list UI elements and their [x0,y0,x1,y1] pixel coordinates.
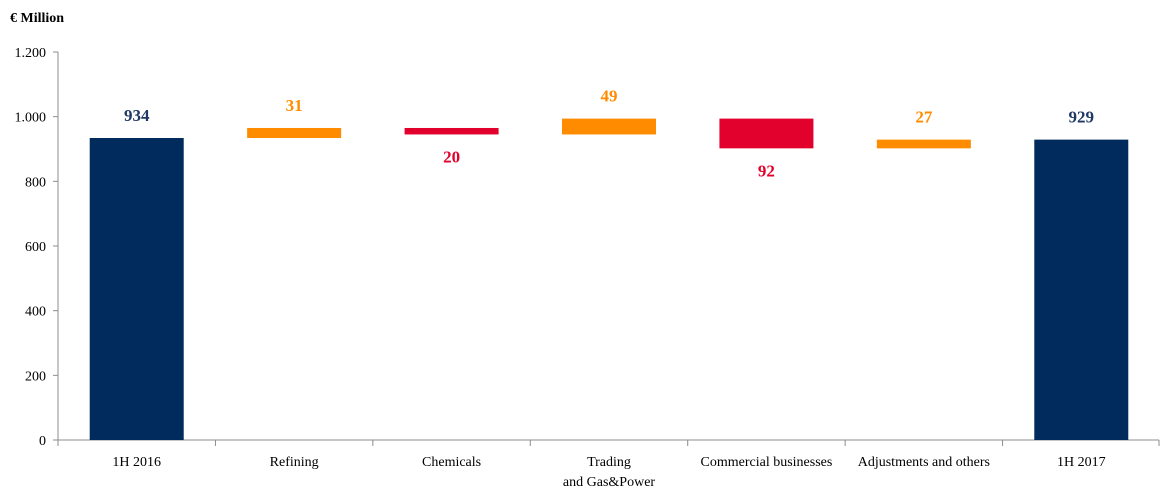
category-labels: 1H 2016 Refining Chemicals Trading and Gas&P… [112,455,1105,490]
bar-3 [562,118,656,135]
y-axis-title: € Million [10,11,64,26]
data-label-1: 31 [286,96,303,115]
data-label-4: 92 [758,161,775,180]
data-labels: 934 31 20 49 92 27 929 [124,87,1094,181]
y-tick-label: 1.200 [15,46,47,61]
category-label: Trading [587,455,631,470]
bar-1 [247,127,342,139]
category-label: 1H 2016 [112,455,161,470]
bar-4 [719,118,814,149]
category-label: 1H 2017 [1057,455,1106,470]
y-tick-label: 0 [39,434,46,449]
axes: 0 200 400 600 800 1.000 1.200 [15,46,1160,449]
data-label-0: 934 [124,106,150,125]
bar-6 [1034,139,1129,440]
data-label-5: 27 [915,108,933,127]
bar-5 [876,139,971,149]
category-label: Chemicals [422,455,481,470]
category-label: Refining [270,455,319,470]
bar-2 [404,127,499,135]
category-label: Adjustments and others [858,455,990,470]
y-tick-label: 800 [25,175,46,190]
bar-0 [89,138,184,441]
y-tick-label: 1.000 [15,111,47,126]
data-label-2: 20 [443,147,460,166]
category-label: Commercial businesses [701,455,833,470]
category-label: and Gas&Power [563,475,655,490]
y-tick-label: 600 [25,240,46,255]
data-label-3: 49 [601,87,618,106]
data-label-6: 929 [1069,108,1095,127]
y-tick-label: 400 [25,305,46,320]
y-tick-label: 200 [25,369,46,384]
bars [89,118,1129,441]
